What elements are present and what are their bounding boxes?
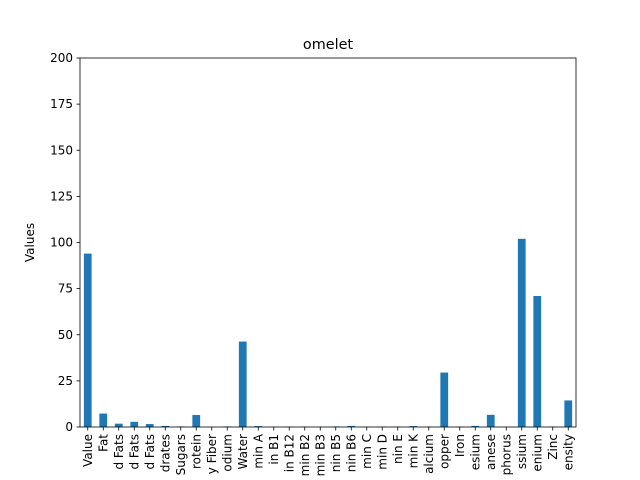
bar (254, 426, 263, 427)
bar (192, 415, 201, 427)
bar (161, 425, 170, 427)
x-tick-label: Iron (453, 434, 467, 457)
x-axis: Value Fat d Fats d Fats d Fats drates Sugars ro… (81, 427, 575, 476)
y-tick-label: 50 (58, 328, 73, 342)
x-tick-label: enium (530, 434, 544, 472)
x-tick-label: esium (468, 434, 482, 470)
x-tick-label: min A (251, 433, 265, 468)
x-tick-label: Water (236, 434, 250, 470)
y-axis-label: Values (23, 223, 37, 262)
x-tick-label: d Fats (112, 434, 126, 470)
bar (486, 414, 495, 427)
bar (145, 424, 154, 427)
y-tick-label: 100 (50, 236, 73, 250)
x-tick-label: min B3 (313, 434, 327, 476)
x-tick-label: Fat (96, 434, 110, 452)
y-axis: 0 25 50 75 100 125 150 175 200 (50, 51, 80, 434)
x-tick-label: d Fats (127, 434, 141, 470)
x-tick-label: in B1 (267, 434, 281, 465)
y-tick-label: 25 (58, 374, 73, 388)
x-tick-label: min C (360, 434, 374, 469)
x-tick-label: rotein (189, 434, 203, 469)
y-tick-label: 0 (65, 420, 73, 434)
y-tick-label: 75 (58, 282, 73, 296)
x-tick-label: Zinc (546, 434, 560, 460)
x-tick-label: opper (437, 434, 451, 469)
bar (409, 426, 418, 427)
bar (114, 423, 123, 427)
bar (440, 372, 449, 427)
bar (130, 421, 139, 427)
x-tick-label: y Fiber (205, 434, 219, 474)
x-tick-label: min D (375, 434, 389, 470)
bar (238, 341, 247, 427)
y-tick-label: 125 (50, 189, 73, 203)
x-tick-label: min B2 (298, 434, 312, 476)
x-tick-label: drates (158, 434, 172, 472)
x-tick-label: nin B6 (344, 434, 358, 472)
x-tick-label: d Fats (143, 434, 157, 470)
bar (99, 413, 108, 427)
y-tick-label: 150 (50, 143, 73, 157)
x-tick-label: nin B5 (329, 434, 343, 472)
x-tick-label: ensity (561, 434, 575, 470)
bar (83, 253, 92, 427)
x-tick-label: alcium (422, 434, 436, 474)
x-tick-label: nin E (391, 434, 405, 464)
y-tick-label: 200 (50, 51, 73, 65)
axes-frame (79, 57, 577, 428)
y-tick-label: 175 (50, 97, 73, 111)
bar (347, 425, 356, 427)
chart-title: omelet (303, 37, 354, 53)
x-tick-label: in B12 (282, 434, 296, 472)
x-tick-label: odium (220, 434, 234, 472)
x-tick-label: Value (81, 434, 95, 467)
x-tick-label: min K (406, 433, 420, 468)
bar (533, 296, 542, 427)
bar (564, 400, 573, 427)
x-tick-label: phorus (499, 434, 513, 475)
bar (471, 425, 480, 427)
x-tick-label: Sugars (174, 434, 188, 475)
x-tick-label: ssium (515, 434, 529, 469)
x-tick-label: anese (484, 434, 498, 470)
bar (517, 238, 526, 427)
